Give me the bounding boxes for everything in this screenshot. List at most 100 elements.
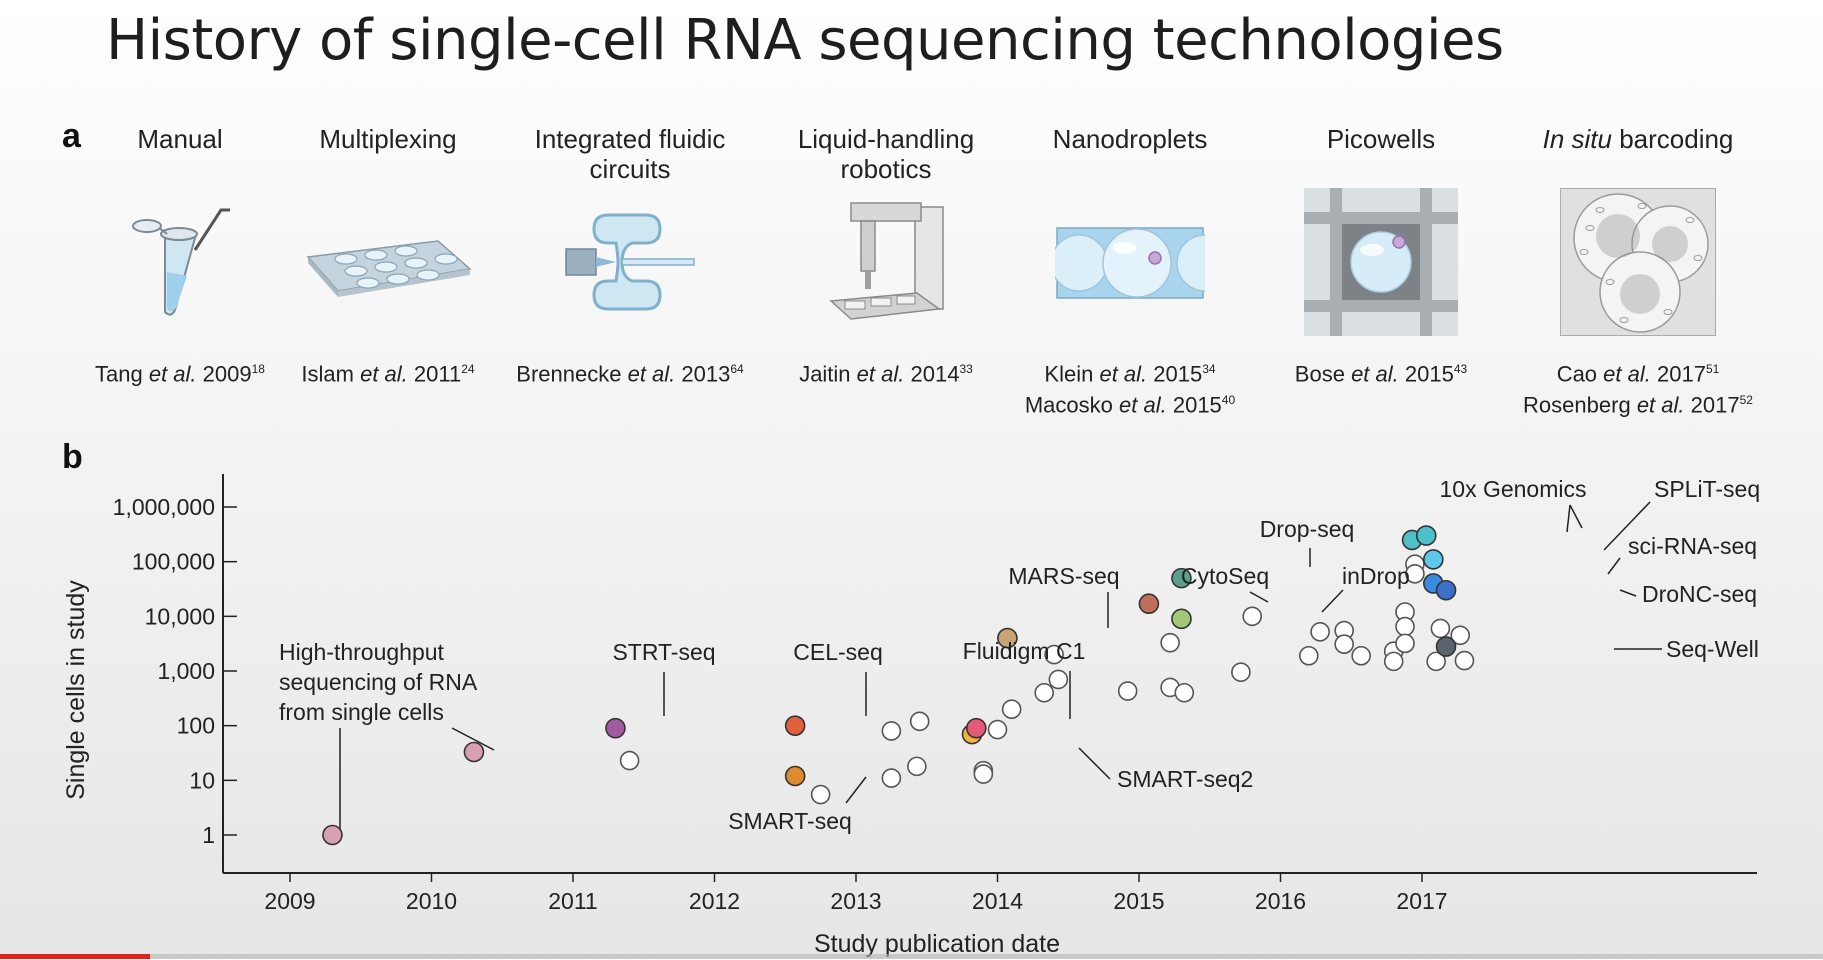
label-leader-line <box>845 776 867 804</box>
seq-well-point <box>1435 636 1457 657</box>
study-point <box>881 768 902 788</box>
dronc-seq-point <box>1435 579 1457 601</box>
method-label: from single cells <box>279 699 444 725</box>
method-label: STRT-seq <box>612 639 715 665</box>
tech-reference: Cao et al. 201751 Rosenberg et al. 20175… <box>1523 361 1753 418</box>
tech-title: Integrated fluidic circuits <box>534 124 726 184</box>
multiwell-plate-icon <box>263 186 513 338</box>
tech-picowells: Picowells Bose et al. 201543 <box>1256 124 1506 387</box>
study-point <box>1231 662 1251 683</box>
y-tick-label: 1 <box>202 822 215 848</box>
slide-title: History of single-cell RNA sequencing te… <box>106 8 1504 73</box>
video-progress-fill <box>0 954 150 959</box>
tech-reference: Islam et al. 201124 <box>301 361 475 387</box>
method-label: CytoSeq <box>1181 563 1269 589</box>
label-leader-line <box>1603 501 1651 551</box>
label-leader-line <box>451 727 495 751</box>
label-leader-line <box>1569 504 1583 529</box>
x-tick-label: 2013 <box>830 888 881 914</box>
tech-reference: Jaitin et al. 201433 <box>799 361 973 387</box>
study-point <box>619 750 640 771</box>
tech-reference: Klein et al. 201534 Macosko et al. 20154… <box>1024 361 1236 418</box>
tech-title: Manual <box>137 124 223 154</box>
label-leader-line <box>1619 589 1637 597</box>
x-tick-label: 2014 <box>972 888 1023 914</box>
tech-title: Picowells <box>1326 124 1436 154</box>
y-tick-label: 100,000 <box>132 549 215 575</box>
x-tick-label: 2012 <box>689 888 740 914</box>
panel-b-label: b <box>62 438 83 476</box>
mars-seq-point <box>997 627 1018 649</box>
cytoseq-point <box>1138 593 1160 615</box>
method-label: 10x Genomics <box>1439 476 1586 502</box>
x-tick-label: 2009 <box>264 888 315 914</box>
study-point <box>1454 650 1475 671</box>
y-tick-label: 10,000 <box>145 603 215 629</box>
study-point <box>881 721 902 741</box>
method-label: High-throughput <box>279 639 445 665</box>
method-label: Seq-Well <box>1666 636 1759 662</box>
panel-a-label: a <box>62 117 81 155</box>
study-point <box>1426 651 1446 672</box>
video-progress-bar[interactable] <box>0 954 1823 959</box>
label-leader-line <box>1321 589 1344 613</box>
study-point <box>1405 563 1425 584</box>
study-point <box>1299 645 1319 666</box>
tech-multiplexing: Multiplexing Islam et al. 201124 <box>263 124 513 387</box>
tech-title: In situ barcoding <box>1542 124 1734 154</box>
droplet-channel-icon <box>1005 186 1255 338</box>
tube-icon <box>55 186 305 338</box>
study-point <box>987 719 1008 740</box>
x-tick-label: 2017 <box>1396 888 1447 914</box>
method-label: Fluidigm C1 <box>963 638 1086 664</box>
smart-seq-point <box>784 765 806 787</box>
scatter-chart: 2009 2010 2011 2012 2013 2014 2015 2016 2017 1 10 1… <box>62 474 1760 958</box>
study-point <box>1048 669 1069 690</box>
method-label: inDrop <box>1342 563 1410 589</box>
cells-icon <box>1513 186 1763 338</box>
method-label: CEL-seq <box>793 639 882 665</box>
tech-in-situ: In situ barcoding Cao et al. 201751 Rose… <box>1513 124 1763 419</box>
method-label: Drop-seq <box>1260 516 1355 542</box>
tech-reference: Bose et al. 201543 <box>1294 361 1468 387</box>
x-tick-label: 2011 <box>548 888 597 914</box>
tech-robotics: Liquid-handling robotics Jaitin et al. 2… <box>761 124 1011 387</box>
study-point <box>973 764 994 784</box>
tech-title: Multiplexing <box>319 124 457 154</box>
y-tick-label: 1,000 <box>157 658 215 684</box>
study-point <box>1351 645 1371 666</box>
x-tick-label: 2015 <box>1113 888 1164 914</box>
tech-nanodroplets: Nanodroplets Klein et al. 201534 Macosko… <box>1005 124 1255 419</box>
high-throughput-sequencing-of-rna-from-single-cells-point <box>463 741 485 763</box>
method-label: sequencing of RNA <box>279 669 478 695</box>
x-axis-title: Study publication date <box>814 930 1060 958</box>
method-label: DroNC-seq <box>1642 581 1757 607</box>
y-tick-label: 1,000,000 <box>113 494 215 520</box>
10x-genomics-point <box>1415 525 1437 546</box>
x-tick-label: 2010 <box>406 888 457 914</box>
study-point <box>1334 634 1354 654</box>
drop-seq-point <box>1171 567 1192 589</box>
study-point <box>1117 681 1138 701</box>
split-seq-point <box>1423 549 1444 570</box>
label-leader-line <box>1607 557 1621 575</box>
tech-reference: Tang et al. 200918 <box>95 361 265 387</box>
study-point <box>1450 625 1471 646</box>
label-leader-line <box>1249 591 1269 603</box>
study-point <box>1001 699 1022 720</box>
tech-title: Liquid-handling robotics <box>797 124 975 184</box>
study-point <box>1160 632 1180 653</box>
study-point <box>1395 616 1415 637</box>
method-label: sci-RNA-seq <box>1628 533 1757 559</box>
tech-manual: Manual Tang et al. 200918 <box>55 124 305 387</box>
strt-seq-point <box>605 717 626 739</box>
tech-reference: Brennecke et al. 201364 <box>516 361 744 387</box>
tech-title: Nanodroplets <box>1052 124 1208 154</box>
cel-seq-point <box>784 715 806 736</box>
study-point <box>1044 644 1064 665</box>
label-leader-line <box>1566 504 1571 533</box>
study-point <box>810 784 831 805</box>
study-point <box>1174 682 1195 703</box>
study-point <box>907 756 927 777</box>
method-label: SPLiT-seq <box>1654 476 1760 502</box>
